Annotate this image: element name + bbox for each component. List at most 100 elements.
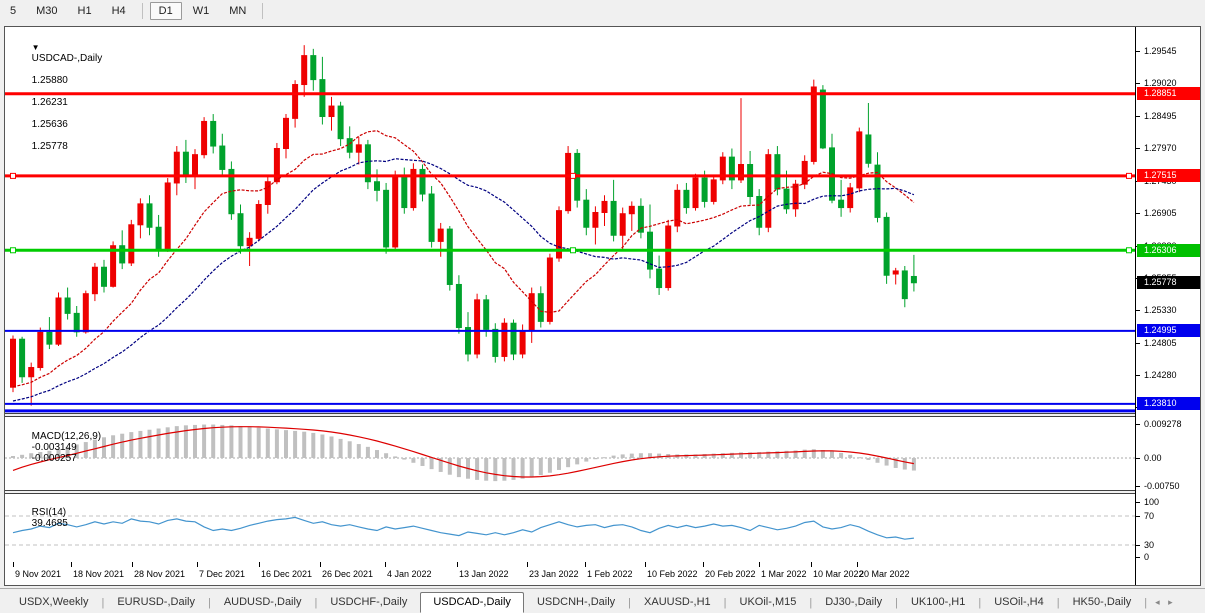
time-axis-tick bbox=[703, 562, 704, 567]
tab-eurusd-daily[interactable]: EURUSD-,Daily bbox=[117, 596, 195, 608]
candle bbox=[519, 324, 526, 359]
macd-histogram-bar bbox=[247, 426, 252, 458]
time-axis-label: 1 Feb 2022 bbox=[587, 569, 633, 579]
macd-canvas[interactable] bbox=[5, 418, 1135, 490]
candle bbox=[201, 117, 208, 159]
time-axis-label: 7 Dec 2021 bbox=[199, 569, 246, 579]
pane-splitter[interactable] bbox=[5, 490, 1200, 494]
rsi-axis-tick bbox=[1136, 502, 1140, 503]
tab-separator: | bbox=[628, 597, 632, 609]
macd-histogram-bar bbox=[384, 453, 389, 458]
time-axis-label: 10 Feb 2022 bbox=[647, 569, 698, 579]
timeframe-button-h1[interactable]: H1 bbox=[77, 5, 92, 17]
price-axis-label: 1.27970 bbox=[1144, 142, 1177, 153]
time-axis-tick bbox=[320, 562, 321, 567]
timeframe-button-d1[interactable]: D1 bbox=[149, 2, 182, 20]
macd-histogram-bar bbox=[757, 452, 762, 458]
time-axis-tick bbox=[132, 562, 133, 567]
macd-histogram-bar bbox=[393, 456, 398, 458]
candle bbox=[692, 173, 699, 211]
macd-histogram-bar bbox=[311, 432, 316, 458]
candle bbox=[610, 179, 617, 242]
tab-usoil-h4[interactable]: USOil-,H4 bbox=[994, 596, 1044, 608]
chart-menu-icon[interactable]: ▼ bbox=[31, 43, 40, 52]
price-chart-canvas[interactable] bbox=[5, 28, 1135, 413]
rsi-axis-tick bbox=[1136, 557, 1140, 558]
tab-hk50-daily[interactable]: HK50-,Daily bbox=[1072, 596, 1132, 608]
candle bbox=[419, 164, 426, 202]
candle bbox=[82, 290, 89, 334]
timeframe-button-5[interactable]: 5 bbox=[10, 5, 17, 17]
rsi-canvas[interactable] bbox=[5, 494, 1135, 562]
ma-slow-line[interactable] bbox=[12, 158, 915, 402]
toolbar-separator bbox=[262, 3, 264, 19]
macd-histogram-bar bbox=[183, 425, 188, 458]
candle bbox=[783, 170, 790, 214]
tab-usdcad-daily[interactable]: USDCAD-,Daily bbox=[420, 592, 524, 613]
tab-usdx-weekly[interactable]: USDX,Weekly bbox=[19, 596, 89, 608]
macd-histogram-bar bbox=[547, 458, 552, 473]
candle bbox=[392, 170, 399, 251]
macd-histogram-bar bbox=[511, 458, 516, 480]
macd-histogram-bar bbox=[256, 427, 261, 458]
candle bbox=[501, 318, 508, 362]
price-axis-label: 1.28495 bbox=[1144, 110, 1177, 121]
tab-usdchf-daily[interactable]: USDCHF-,Daily bbox=[330, 596, 408, 608]
macd-histogram-bar bbox=[220, 424, 225, 458]
macd-histogram-bar bbox=[356, 444, 361, 458]
tab-separator: | bbox=[723, 597, 727, 609]
line-handle[interactable] bbox=[1126, 172, 1132, 179]
line-handle[interactable] bbox=[570, 172, 576, 179]
time-axis-label: 10 Mar 2022 bbox=[813, 569, 864, 579]
rsi-axis-tick bbox=[1136, 545, 1140, 546]
price-axis-tick bbox=[1136, 147, 1140, 149]
tab-audusd-daily[interactable]: AUDUSD-,Daily bbox=[223, 596, 302, 608]
line-handle[interactable] bbox=[10, 172, 16, 179]
tab-dj30-daily[interactable]: DJ30-,Daily bbox=[825, 596, 883, 608]
time-axis-label: 4 Jan 2022 bbox=[387, 569, 432, 579]
time-axis-tick bbox=[13, 562, 14, 567]
macd-histogram-bar bbox=[74, 444, 79, 458]
price-axis[interactable]: 1.295451.290201.284951.279701.274301.269… bbox=[1135, 27, 1200, 585]
price-axis-label: 1.26905 bbox=[1144, 208, 1177, 219]
macd-histogram-bar bbox=[83, 442, 88, 458]
tab-uk100-h1[interactable]: UK100-,H1 bbox=[910, 596, 966, 608]
macd-histogram-bar bbox=[711, 453, 716, 458]
timeframe-button-w1[interactable]: W1 bbox=[192, 5, 210, 17]
time-axis[interactable]: 9 Nov 2021 18 Nov 2021 28 Nov 2021 7 Dec 20… bbox=[5, 562, 1135, 585]
macd-main-value: -0.003149 bbox=[31, 442, 77, 453]
time-axis-tick bbox=[759, 562, 760, 567]
macd-histogram-bar bbox=[538, 458, 543, 476]
tab-usdcnh-daily[interactable]: USDCNH-,Daily bbox=[536, 596, 616, 608]
macd-histogram-bar bbox=[802, 449, 807, 458]
candle bbox=[747, 150, 754, 205]
ohlc-close: 1.25778 bbox=[31, 141, 68, 152]
macd-histogram-bar bbox=[866, 458, 871, 460]
macd-histogram-bar bbox=[566, 458, 571, 468]
time-axis-tick bbox=[71, 562, 72, 567]
time-axis-label: 20 Feb 2022 bbox=[705, 569, 756, 579]
candle bbox=[264, 176, 271, 214]
tab-scroll-arrows[interactable]: ◂ ▸ bbox=[1155, 597, 1176, 607]
macd-histogram-bar bbox=[329, 436, 334, 458]
price-axis-tick bbox=[1136, 374, 1140, 376]
timeframe-button-h4[interactable]: H4 bbox=[111, 5, 126, 17]
line-handle[interactable] bbox=[570, 247, 576, 254]
macd-histogram-bar bbox=[129, 432, 134, 458]
timeframe-button-m30[interactable]: M30 bbox=[36, 5, 58, 17]
pane-splitter[interactable] bbox=[5, 413, 1200, 417]
candle bbox=[637, 198, 644, 239]
line-handle[interactable] bbox=[1126, 247, 1132, 254]
time-axis-label: 13 Jan 2022 bbox=[459, 569, 509, 579]
tab-xauusd-h1[interactable]: XAUUSD-,H1 bbox=[644, 596, 711, 608]
macd-histogram-bar bbox=[620, 454, 625, 458]
time-axis-tick bbox=[527, 562, 528, 567]
timeframe-button-mn[interactable]: MN bbox=[229, 5, 247, 17]
tab-ukoil-m15[interactable]: UKOil-,M15 bbox=[739, 596, 797, 608]
macd-histogram-bar bbox=[529, 458, 534, 478]
macd-histogram-bar bbox=[693, 454, 698, 458]
ma-fast-line[interactable] bbox=[12, 130, 915, 388]
candle bbox=[46, 317, 53, 350]
macd-histogram-bar bbox=[111, 435, 116, 458]
line-handle[interactable] bbox=[10, 247, 16, 254]
